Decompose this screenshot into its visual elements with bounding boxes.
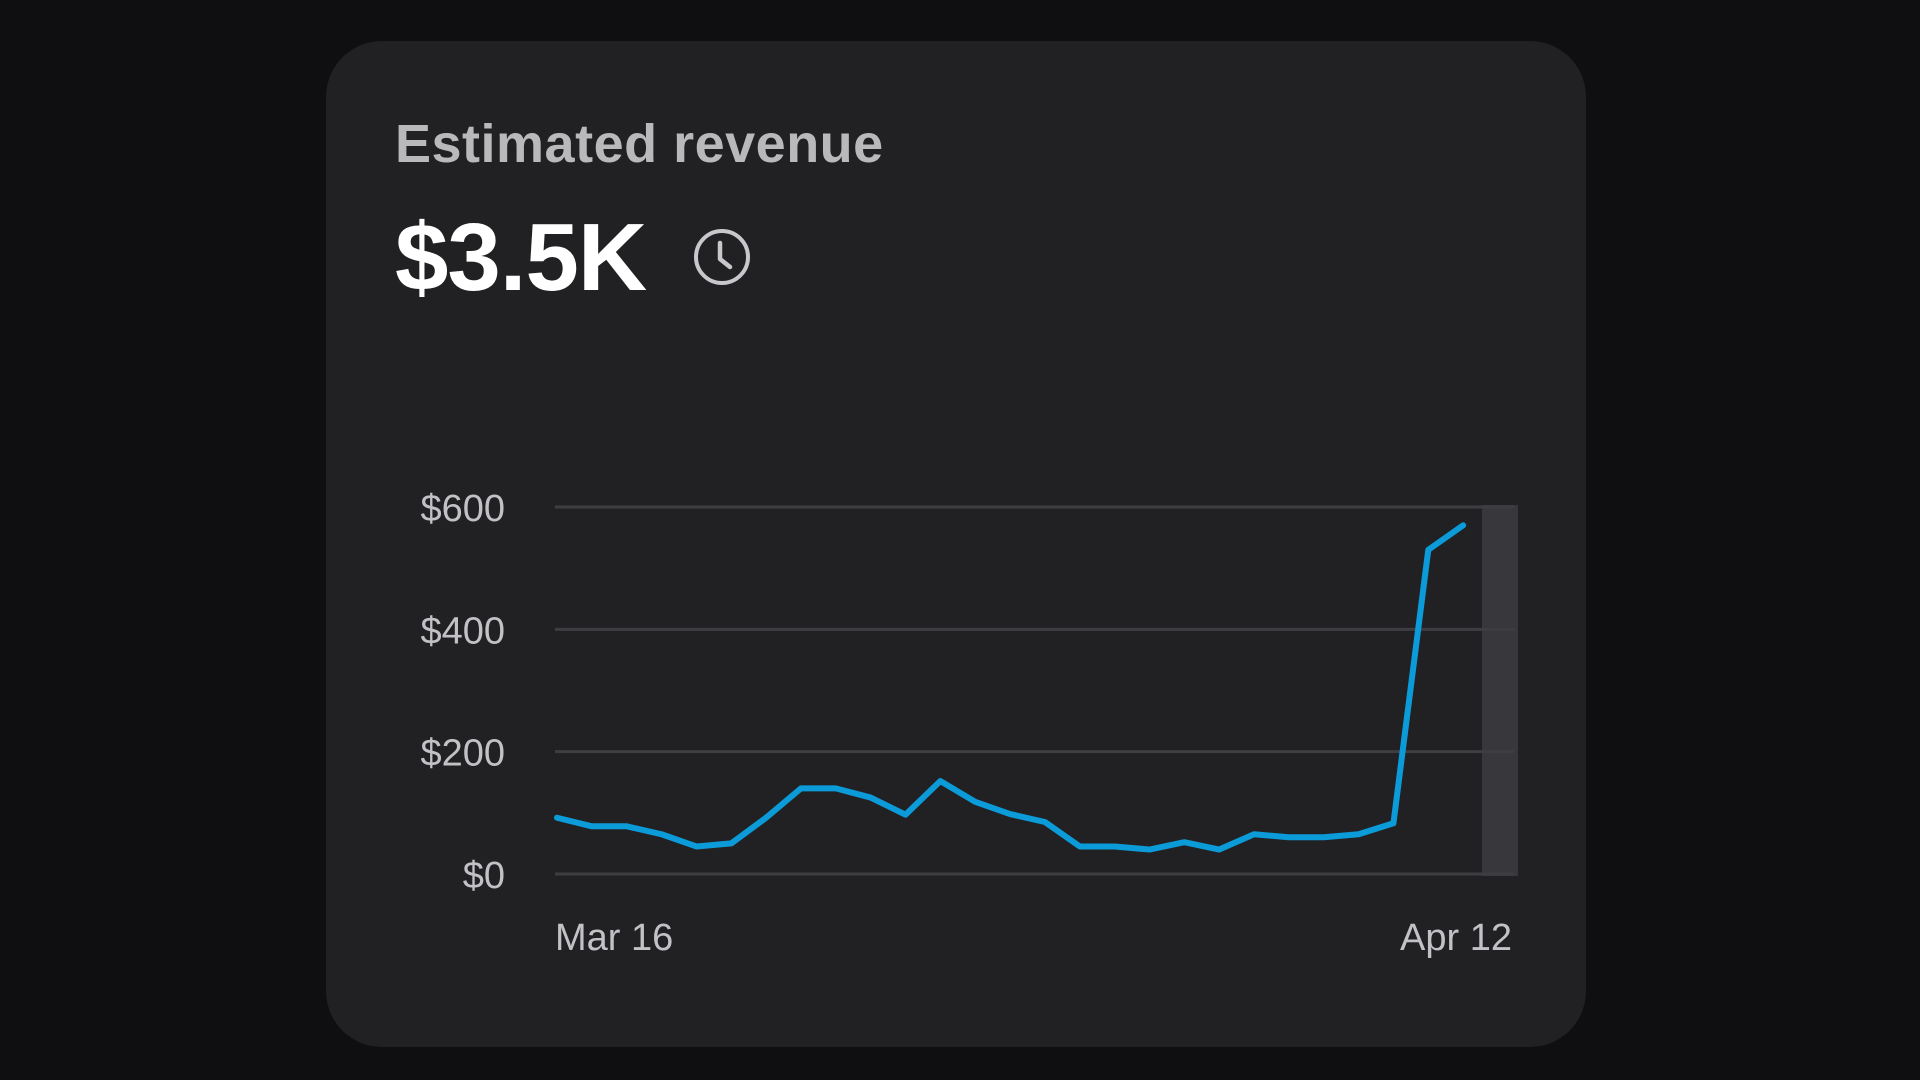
card-title: Estimated revenue	[395, 114, 884, 174]
y-tick-label: $600	[420, 488, 505, 530]
highlight-band	[1482, 505, 1518, 876]
y-tick-label: $400	[420, 610, 505, 652]
x-tick-label: Apr 12	[1400, 917, 1512, 959]
revenue-value: $3.5K	[395, 204, 647, 311]
series-line	[554, 522, 1467, 853]
y-tick-label: $0	[463, 855, 505, 897]
revenue-line-chart[interactable]: $0 $200 $400 $600 Mar 16 Apr 12	[326, 41, 1586, 1047]
y-tick-label: $200	[420, 733, 505, 775]
clock-icon[interactable]	[692, 227, 752, 287]
x-tick-label: Mar 16	[555, 917, 673, 959]
revenue-card[interactable]: Estimated revenue $3.5K $0 $200 $400 $600 Ma…	[326, 41, 1586, 1047]
